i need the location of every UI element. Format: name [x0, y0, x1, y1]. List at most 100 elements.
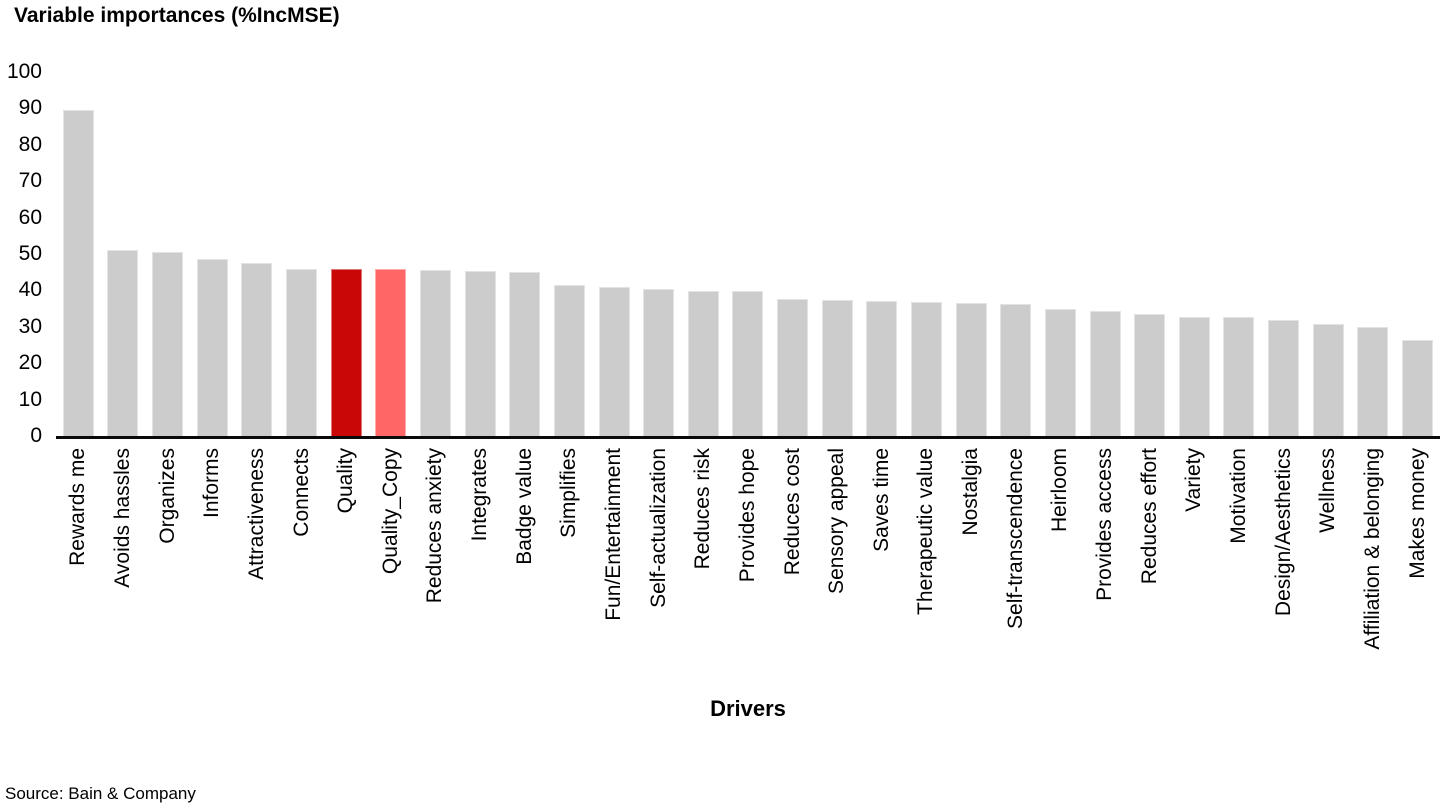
x-tick-label-cell: Self-transcendence: [993, 448, 1038, 694]
bar-cell: [502, 72, 547, 436]
chart-title: Variable importances (%IncMSE): [14, 4, 340, 27]
x-tick-label-cell: Organizes: [145, 448, 190, 694]
bar-cell: [101, 72, 146, 436]
source-note: Source: Bain & Company: [5, 784, 196, 803]
x-tick-label: Makes money: [1405, 448, 1429, 579]
bar-design-aesthetics: [1268, 319, 1300, 436]
x-tick-label: Self-actualization: [646, 448, 670, 608]
bar-provides-hope: [732, 291, 764, 436]
bar-cell: [1172, 72, 1217, 436]
bar-reduces-effort: [1134, 314, 1166, 436]
x-tick-label-cell: Badge value: [502, 448, 547, 694]
bar-cell: [1038, 72, 1083, 436]
x-tick-label: Therapeutic value: [914, 448, 938, 615]
bar-simplifies: [553, 284, 585, 436]
bar-cell: [190, 72, 235, 436]
bar-badge-value: [509, 272, 541, 436]
x-tick-label-cell: Nostalgia: [949, 448, 994, 694]
x-tick-label: Wellness: [1316, 448, 1340, 533]
x-tick-label-cell: Therapeutic value: [904, 448, 949, 694]
x-tick-label-cell: Reduces effort: [1127, 448, 1172, 694]
x-tick-label: Saves time: [869, 448, 893, 552]
bar-cell: [860, 72, 905, 436]
x-tick-label: Sensory appeal: [825, 448, 849, 594]
y-tick-label: 20: [18, 351, 42, 375]
x-tick-label-cell: Heirloom: [1038, 448, 1083, 694]
x-tick-label: Organizes: [155, 448, 179, 544]
bar-cell: [770, 72, 815, 436]
y-tick-label: 30: [18, 314, 42, 338]
bar-cell: [1127, 72, 1172, 436]
bar-nostalgia: [955, 302, 987, 436]
bar-cell: [681, 72, 726, 436]
x-tick-label: Quality_Copy: [378, 448, 402, 575]
bar-reduces-risk: [687, 290, 719, 436]
y-tick-label: 40: [18, 278, 42, 302]
bar-reduces-anxiety: [419, 270, 451, 436]
bar-makes-money: [1402, 339, 1434, 436]
x-tick-label: Nostalgia: [959, 448, 983, 536]
bar-attractiveness: [241, 263, 273, 436]
x-tick-label: Fun/Entertainment: [602, 448, 625, 621]
y-axis-tick-labels: 100 90 80 70 60 50 40 30 20 10 0: [0, 0, 44, 460]
bar-cell: [1395, 72, 1440, 436]
x-tick-label-cell: Design/Aesthetics: [1261, 448, 1306, 694]
bar-provides-access: [1089, 310, 1121, 436]
bar-integrates: [464, 271, 496, 436]
x-tick-label: Badge value: [512, 448, 536, 565]
bar-heirloom: [1044, 308, 1076, 436]
bar-sensory-appeal: [821, 300, 853, 436]
bar-organizes: [152, 252, 184, 436]
x-tick-label-cell: Attractiveness: [235, 448, 280, 694]
bar-informs: [196, 259, 228, 436]
bar-reduces-cost: [777, 298, 809, 436]
x-tick-label-cell: Integrates: [458, 448, 503, 694]
x-tick-label: Quality: [334, 448, 358, 514]
x-tick-label-cell: Reduces cost: [770, 448, 815, 694]
x-tick-label: Affiliation & belonging: [1360, 448, 1384, 650]
x-tick-label-cell: Saves time: [860, 448, 905, 694]
y-tick-label: 100: [6, 60, 42, 83]
x-tick-label-cell: Variety: [1172, 448, 1217, 694]
x-tick-label: Reduces risk: [691, 448, 715, 570]
bar-therapeutic-value: [910, 302, 942, 436]
bar-cell: [592, 72, 637, 436]
bar-saves-time: [866, 300, 898, 436]
plot-area: [56, 72, 1440, 439]
bar-cell: [458, 72, 503, 436]
x-tick-label: Rewards me: [66, 448, 90, 566]
x-tick-label: Connects: [289, 448, 313, 537]
y-tick-label: 0: [30, 424, 42, 447]
x-tick-label: Integrates: [468, 448, 492, 542]
x-tick-label-cell: Reduces risk: [681, 448, 726, 694]
y-tick-label: 60: [18, 205, 42, 229]
x-axis-category-labels: Rewards me Avoids hassles Organizes Informs…: [56, 448, 1440, 694]
bar-cell: [1306, 72, 1351, 436]
x-tick-label-cell: Informs: [190, 448, 235, 694]
bar-cell: [1261, 72, 1306, 436]
x-tick-label-cell: Wellness: [1306, 448, 1351, 694]
x-tick-label-cell: Fun/Entertainment: [592, 448, 637, 694]
x-tick-label-cell: Provides access: [1083, 448, 1128, 694]
bar-connects: [286, 268, 318, 436]
bar-cell: [1217, 72, 1262, 436]
x-tick-label-cell: Reduces anxiety: [413, 448, 458, 694]
x-tick-label-cell: Avoids hassles: [101, 448, 146, 694]
x-tick-label-cell: Provides hope: [726, 448, 771, 694]
y-tick-label: 10: [18, 387, 42, 411]
x-tick-label-cell: Affiliation & belonging: [1351, 448, 1396, 694]
x-tick-label: Simplifies: [557, 448, 581, 538]
bar-cell: [636, 72, 681, 436]
x-tick-label-cell: Rewards me: [56, 448, 101, 694]
x-tick-label-cell: Quality: [324, 448, 369, 694]
bar-cell: [145, 72, 190, 436]
y-tick-label: 70: [18, 169, 42, 193]
bar-cell: [368, 72, 413, 436]
x-tick-label: Informs: [200, 448, 224, 519]
x-tick-label: Avoids hassles: [110, 448, 134, 588]
bar-cell: [324, 72, 369, 436]
bar-fun-entertainment: [598, 286, 630, 436]
x-tick-label-cell: Simplifies: [547, 448, 592, 694]
y-tick-label: 90: [18, 96, 42, 120]
